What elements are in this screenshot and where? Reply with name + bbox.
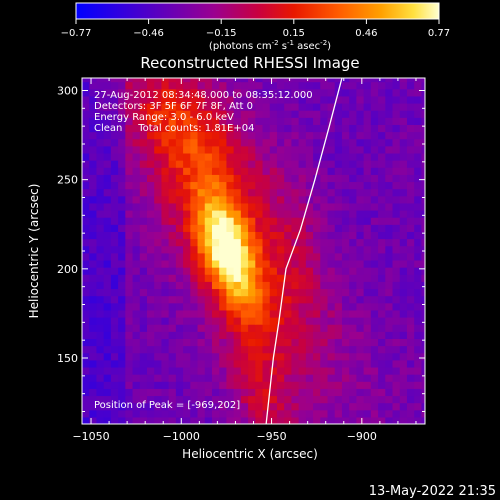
heatmap-image — [82, 78, 425, 424]
y-tick-label: 300 — [57, 84, 78, 97]
annotation-clean-counts: Clean Total counts: 1.81E+04 — [94, 123, 254, 134]
colorbar-tick-label: 0.46 — [355, 28, 377, 39]
y-tick-label: 250 — [57, 174, 78, 187]
x-axis-label: Heliocentric X (arcsec) — [182, 447, 318, 461]
x-tick-labels: −1050 −1000 −950 −900 — [72, 430, 377, 443]
solar-limb-line — [265, 78, 343, 424]
colorbar-ticks: −0.77 −0.46 −0.15 0.15 0.46 0.77 — [61, 19, 450, 39]
chart-title: Reconstructed RHESSI Image — [140, 54, 359, 72]
colorbar-tick-label: 0.77 — [428, 28, 450, 39]
observation-info: 27-Aug-2012 08:34:48.000 to 08:35:12.000… — [94, 90, 313, 134]
colorbar-tick-label: −0.46 — [133, 28, 164, 39]
peak-position-label: Position of Peak = [-969,202] — [94, 400, 240, 411]
y-tick-label: 150 — [57, 352, 78, 365]
y-axis-label: Heliocentric Y (arcsec) — [27, 184, 41, 319]
x-tick-label: −1000 — [163, 430, 200, 443]
x-tick-label: −950 — [256, 430, 286, 443]
y-tick-labels: 150 200 250 300 — [57, 84, 78, 365]
x-tick-label: −1050 — [72, 430, 109, 443]
y-tick-label: 200 — [57, 263, 78, 276]
colorbar-unit-label: (photons cm-2 s-1 asec-2) — [209, 39, 331, 52]
annotation-energy-range: Energy Range: 3.0 - 6.0 keV — [94, 112, 234, 123]
colorbar — [75, 2, 440, 20]
colorbar-tick-label: 0.15 — [283, 28, 305, 39]
footer-timestamp: 13-May-2022 21:35 — [369, 484, 496, 499]
annotation-detectors: Detectors: 3F 5F 6F 7F 8F, Att 0 — [94, 101, 253, 112]
colorbar-tick-label: −0.77 — [61, 28, 92, 39]
colorbar-tick-label: −0.15 — [206, 28, 237, 39]
x-tick-label: −900 — [347, 430, 377, 443]
axis-ticks — [82, 78, 425, 424]
annotation-time-range: 27-Aug-2012 08:34:48.000 to 08:35:12.000 — [94, 90, 313, 101]
